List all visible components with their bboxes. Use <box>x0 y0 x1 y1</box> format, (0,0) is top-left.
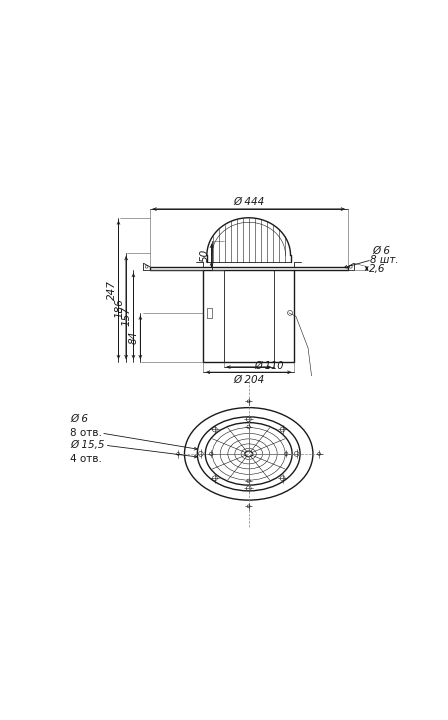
Text: Ø 6: Ø 6 <box>373 246 391 256</box>
Text: Ø 444: Ø 444 <box>233 197 264 207</box>
Text: Ø 204: Ø 204 <box>233 375 264 385</box>
Text: 157: 157 <box>122 306 132 326</box>
Text: 8 отв.: 8 отв. <box>70 428 102 438</box>
Text: 186: 186 <box>114 297 125 318</box>
Text: Ø 15,5: Ø 15,5 <box>70 440 104 450</box>
Text: 84: 84 <box>129 330 138 344</box>
Text: 8 шт.: 8 шт. <box>370 255 399 265</box>
Text: 247: 247 <box>107 280 117 300</box>
Text: 50: 50 <box>200 249 210 262</box>
Text: Ø 6: Ø 6 <box>70 414 88 424</box>
Text: Ø 110: Ø 110 <box>254 360 284 370</box>
Text: 2,6: 2,6 <box>369 264 385 274</box>
Text: 4 отв.: 4 отв. <box>70 454 102 464</box>
